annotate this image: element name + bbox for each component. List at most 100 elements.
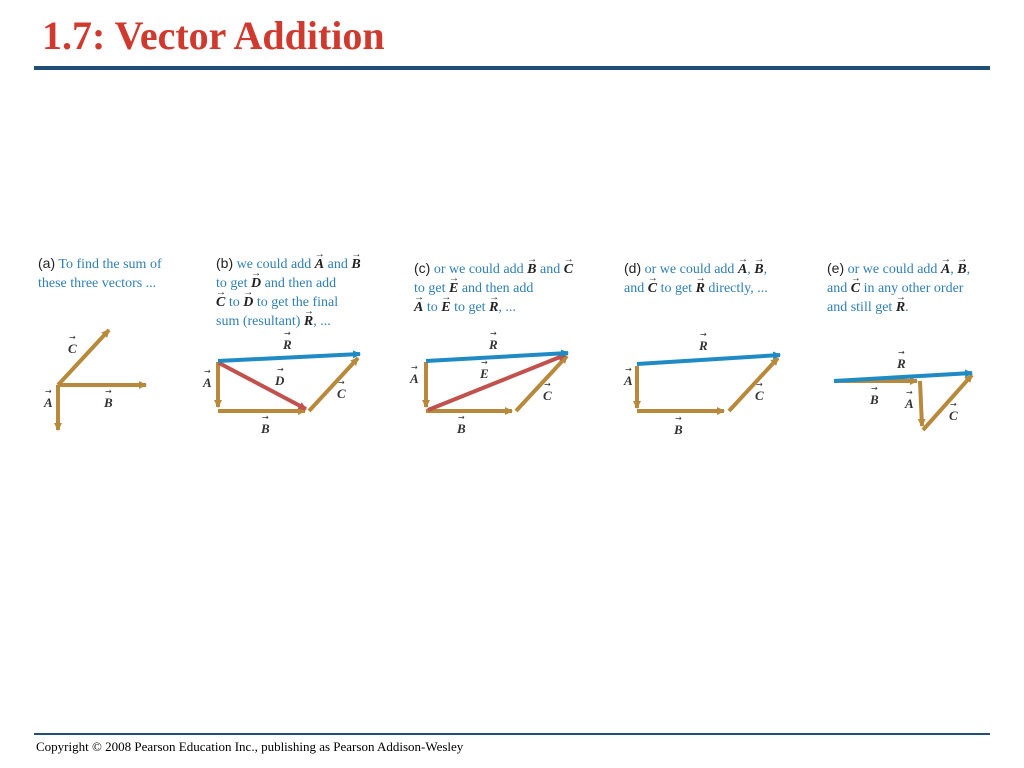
caption-b: (b) we could add A and B to get D and th…: [216, 245, 361, 331]
svg-text:→: →: [490, 329, 497, 338]
caption-d-text: or we could add: [644, 262, 735, 277]
label-b: B: [260, 421, 270, 436]
panel-c-diagram: → R → A → E → C → B: [409, 329, 569, 436]
caption-e-text: in any other order: [863, 281, 964, 296]
panel-a-diagram: → C → A → B: [43, 328, 147, 431]
vector-symbol: A: [738, 250, 748, 279]
vector-symbol: C: [648, 269, 658, 298]
vector-symbol: D: [243, 283, 253, 312]
caption-d-text: directly, ...: [708, 281, 768, 296]
vector-symbol: E: [449, 269, 459, 298]
svg-text:→: →: [277, 365, 284, 374]
label-a: A: [623, 373, 633, 388]
label-b: B: [456, 421, 466, 436]
label-b: B: [103, 395, 113, 410]
caption-a-part: (a): [38, 255, 56, 271]
vector-c-arrow: [307, 356, 360, 413]
vector-d-arrow: [218, 361, 307, 411]
vector-r-arrow: [425, 349, 569, 363]
svg-text:→: →: [284, 329, 291, 338]
label-a: A: [409, 371, 419, 386]
svg-text:→: →: [458, 413, 465, 422]
label-d: D: [274, 373, 285, 388]
svg-text:→: →: [69, 333, 76, 342]
svg-text:→: →: [756, 380, 763, 389]
vector-r-arrow: [833, 369, 973, 383]
vector-symbol: R: [304, 302, 314, 331]
label-c: C: [543, 388, 552, 403]
caption-b-text: to get the final: [256, 295, 339, 310]
footer-rule: [34, 733, 990, 735]
caption-e-text: and: [827, 281, 848, 296]
caption-e-text: and still get: [827, 300, 893, 315]
vector-symbol: E: [441, 288, 451, 317]
caption-b-text: and then add: [264, 276, 337, 291]
vector-r-arrow: [636, 351, 781, 366]
caption-c-text: and: [539, 262, 561, 277]
vector-symbol: D: [251, 264, 261, 293]
label-r: R: [698, 338, 708, 353]
vector-symbol: A: [414, 288, 424, 317]
caption-d-text: to get: [660, 281, 693, 296]
svg-text:→: →: [906, 388, 913, 397]
svg-text:→: →: [950, 400, 957, 409]
caption-b-part: (b): [216, 255, 234, 271]
caption-d-text: ,: [763, 262, 768, 277]
vector-symbol: A: [315, 245, 325, 274]
caption-c: (c) or we could add B and C to get E and…: [414, 250, 573, 317]
copyright-footer: Copyright © 2008 Pearson Education Inc.,…: [36, 739, 464, 754]
vector-symbol: B: [351, 245, 361, 274]
vector-c-arrow: [921, 373, 974, 432]
caption-e-text: ,: [966, 262, 971, 277]
caption-e-text: or we could add: [847, 262, 938, 277]
label-a: A: [202, 375, 212, 390]
caption-e: (e) or we could add A, B, and C in any o…: [827, 250, 971, 317]
caption-c-part: (c): [414, 260, 431, 276]
svg-text:→: →: [871, 384, 878, 393]
vector-symbol: R: [696, 269, 706, 298]
label-b: B: [673, 422, 683, 437]
label-b: B: [869, 392, 879, 407]
svg-text:→: →: [45, 387, 52, 396]
vector-symbol: B: [957, 250, 967, 279]
label-c: C: [68, 341, 77, 356]
title-rule: [34, 66, 990, 70]
svg-text:→: →: [544, 380, 551, 389]
vector-e-arrow: [427, 353, 566, 412]
caption-a: (a) To find the sum of these three vecto…: [38, 254, 162, 293]
vector-symbol: R: [489, 288, 499, 317]
svg-text:→: →: [675, 414, 682, 423]
vector-c-arrow: [56, 328, 111, 387]
label-r: R: [282, 337, 292, 352]
caption-b-text: sum (resultant): [216, 314, 301, 329]
caption-e-part: (e): [827, 260, 845, 276]
svg-text:→: →: [105, 387, 112, 396]
svg-text:→: →: [262, 413, 269, 422]
label-e: E: [479, 366, 489, 381]
svg-text:→: →: [898, 348, 905, 357]
svg-text:→: →: [411, 363, 418, 372]
vector-symbol: B: [754, 250, 764, 279]
caption-b-text: and: [327, 257, 348, 272]
vector-c-arrow: [514, 354, 569, 413]
svg-text:→: →: [625, 365, 632, 374]
vector-symbol: C: [851, 269, 861, 298]
slide-title: 1.7: Vector Addition: [42, 13, 385, 58]
caption-c-text: , ...: [498, 300, 516, 315]
svg-text:→: →: [700, 330, 707, 339]
svg-text:→: →: [481, 358, 488, 367]
caption-d-part: (d): [624, 260, 642, 276]
panel-b-diagram: → R → A → D → C → B: [202, 329, 361, 436]
vector-r-arrow: [217, 350, 361, 363]
caption-b-text: , ...: [313, 314, 331, 329]
label-r: R: [896, 356, 906, 371]
label-c: C: [949, 408, 958, 423]
svg-text:→: →: [338, 378, 345, 387]
label-a: A: [43, 395, 53, 410]
vector-symbol: B: [527, 250, 537, 279]
caption-e-text: ,: [950, 262, 954, 277]
vector-a-arrow: [917, 380, 926, 427]
caption-d: (d) or we could add A, B, and C to get R…: [624, 250, 768, 298]
vector-symbol: A: [941, 250, 951, 279]
